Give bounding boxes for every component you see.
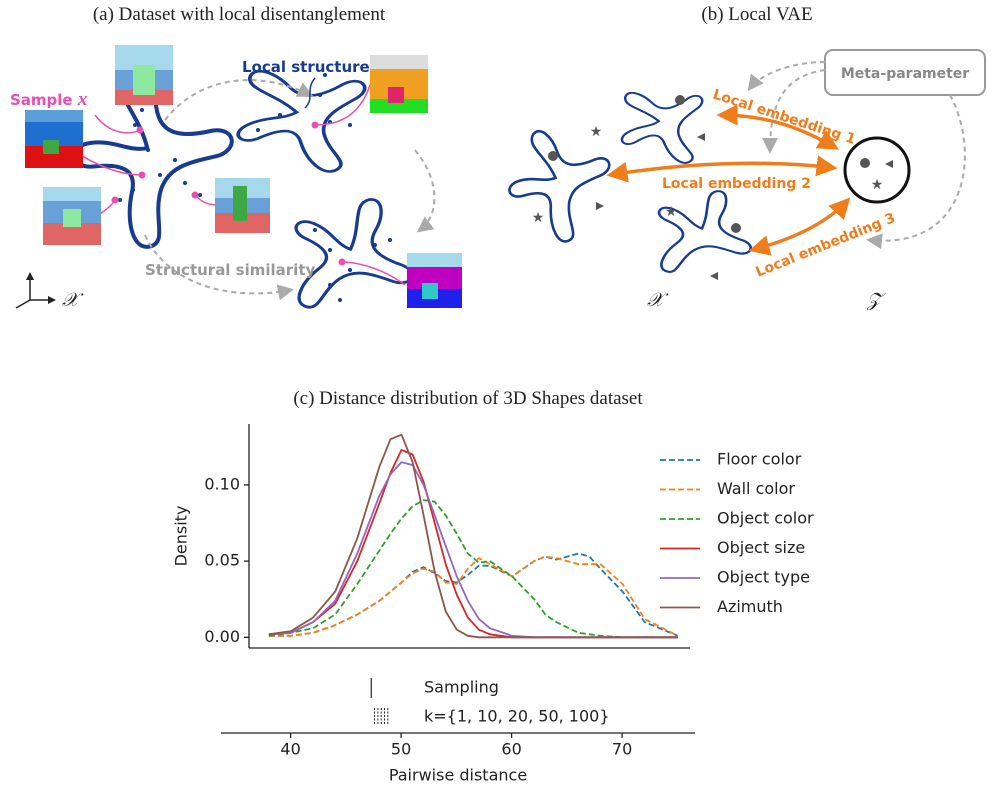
series-line: [268, 461, 678, 639]
sample-text: Sample: [10, 91, 73, 109]
similarity-arrow: [164, 79, 314, 121]
chart-title: (c) Distance distribution of 3D Shapes d…: [293, 388, 643, 409]
embedding-arrow: [606, 155, 838, 183]
meta-arrow: [747, 61, 826, 92]
meta-box: [824, 49, 986, 96]
series-line: [268, 433, 678, 639]
blob: [598, 71, 732, 180]
axes-icon: [15, 272, 56, 309]
svg-text:★: ★: [590, 125, 603, 140]
legend-label: Object size: [717, 538, 805, 557]
space-symbol: 𝒳: [62, 290, 84, 311]
embedding-arrow: [716, 104, 840, 150]
x-tick-label: 60: [501, 740, 521, 759]
panel-title: (b) Local VAE: [701, 4, 812, 25]
latent-symbols: ★: [860, 158, 893, 193]
meta-arrow: [866, 94, 966, 250]
y-tick-label: 0.05: [204, 551, 240, 570]
y-tick-label: 0.00: [204, 627, 240, 646]
embedding-label: Local embedding 2: [662, 176, 811, 192]
legend-label: Azimuth: [717, 597, 783, 616]
embedding-arrow: [748, 197, 851, 256]
symbols: ★ ★ ★: [532, 95, 741, 280]
thumbnails: [25, 45, 462, 308]
y-tick-label: 0.10: [204, 474, 240, 493]
x-tick-label: 50: [391, 740, 411, 759]
blob: [623, 173, 776, 298]
dots: [118, 73, 392, 302]
legend-label: Floor color: [717, 450, 802, 469]
similarity-arrow: [144, 234, 294, 301]
rug-label: k={1, 10, 20, 50, 100}: [424, 707, 610, 726]
legend-label: Object color: [717, 509, 814, 528]
panel-title: (a) Dataset with local disentanglement: [93, 4, 386, 25]
series-line: [268, 555, 679, 637]
x-tick-label: 40: [280, 740, 300, 759]
leader: [304, 77, 316, 109]
svg-text:★: ★: [532, 211, 545, 226]
sample-variable: x: [77, 89, 88, 110]
rug-label: Sampling: [424, 678, 499, 697]
legend-label: Object type: [717, 568, 810, 587]
panel-b: (b) Local VAE ★★ ★ ★ Local embedding 1 Lo…: [503, 4, 986, 311]
sample-label: Sample x: [10, 89, 88, 110]
svg-text:★: ★: [871, 178, 884, 193]
local-structure-label: Local structure: [242, 58, 370, 76]
space-symbol: 𝒳: [647, 290, 669, 311]
chart: (c) Distance distribution of 3D Shapes d…: [172, 388, 815, 785]
x-axis-label: Pairwise distance: [389, 766, 527, 785]
svg-text:★: ★: [665, 205, 678, 220]
similarity-arrow: [414, 149, 436, 233]
y-axis-label: Density: [172, 506, 191, 567]
series-line: [268, 552, 679, 637]
series-line: [268, 499, 678, 639]
space-symbol: 𝒵: [866, 290, 886, 311]
legend-label: Wall color: [717, 479, 795, 498]
meta-arrow: [762, 69, 826, 154]
x-tick-label: 70: [612, 740, 632, 759]
latent-space: [843, 136, 911, 204]
blob: [503, 123, 617, 248]
similarity-label: Structural similarity: [145, 261, 315, 279]
meta-label: Meta-parameter: [841, 66, 969, 82]
panel-a: (a) Dataset with local disentanglement: [10, 4, 462, 341]
